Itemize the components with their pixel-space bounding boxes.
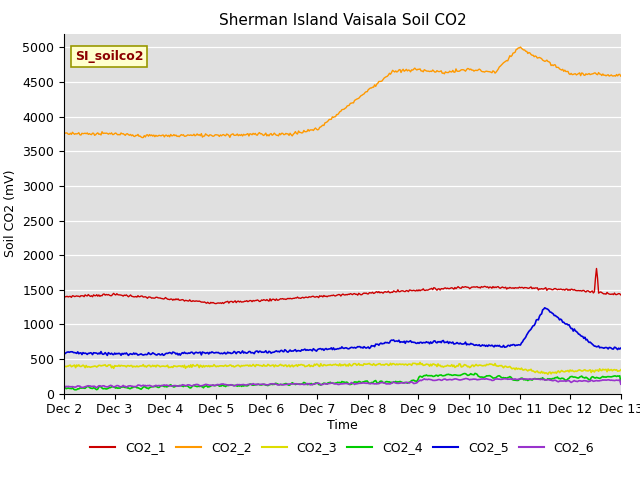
Y-axis label: Soil CO2 (mV): Soil CO2 (mV) [4, 170, 17, 257]
Legend: CO2_1, CO2_2, CO2_3, CO2_4, CO2_5, CO2_6: CO2_1, CO2_2, CO2_3, CO2_4, CO2_5, CO2_6 [86, 436, 599, 459]
Text: SI_soilco2: SI_soilco2 [75, 50, 143, 63]
X-axis label: Time: Time [327, 419, 358, 432]
Title: Sherman Island Vaisala Soil CO2: Sherman Island Vaisala Soil CO2 [219, 13, 466, 28]
